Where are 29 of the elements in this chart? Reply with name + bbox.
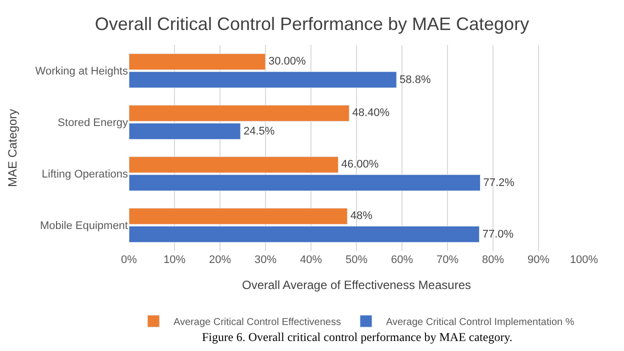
- data-label: 77.0%: [482, 228, 514, 240]
- x-tick-label: 100%: [570, 254, 598, 266]
- y-tick-label: Lifting Operations: [42, 168, 128, 181]
- y-tick-label: Mobile Equipment: [40, 220, 128, 232]
- data-label: 48%: [350, 210, 373, 222]
- chart-title: Overall Critical Control Performance by MAE Category: [94, 14, 530, 34]
- x-tick-label: 70%: [436, 254, 459, 266]
- data-label: 48.40%: [352, 107, 390, 120]
- x-tick-label: 30%: [254, 254, 277, 266]
- y-axis-title: MAE Category: [6, 108, 20, 188]
- legend-label: Average Critical Control Effectiveness: [174, 317, 341, 328]
- data-label: 77.2%: [483, 176, 515, 189]
- x-tick-label: 60%: [390, 254, 414, 266]
- x-tick-label: 40%: [300, 254, 322, 266]
- y-tick-label: Stored Energy: [58, 117, 128, 130]
- x-tick-label: 80%: [482, 254, 504, 266]
- x-tick-label: 90%: [527, 254, 550, 266]
- data-label: 46.00%: [341, 158, 379, 171]
- data-label: 24.5%: [243, 125, 275, 138]
- data-label: 58.8%: [400, 74, 431, 86]
- legend-label: Average Critical Control Implementation %: [386, 317, 574, 328]
- x-tick-label: 0%: [121, 254, 138, 266]
- x-tick-label: 10%: [163, 254, 186, 266]
- y-tick-label: Working at Heights: [35, 66, 128, 78]
- x-tick-label: 50%: [345, 254, 368, 266]
- x-tick-label: 20%: [208, 254, 232, 266]
- caption: Figure 6. Overall critical control performance by MAE category.: [202, 330, 512, 344]
- x-axis-title: Overall Average of Effectiveness Measures: [242, 278, 472, 292]
- data-label: 30.00%: [268, 56, 306, 68]
